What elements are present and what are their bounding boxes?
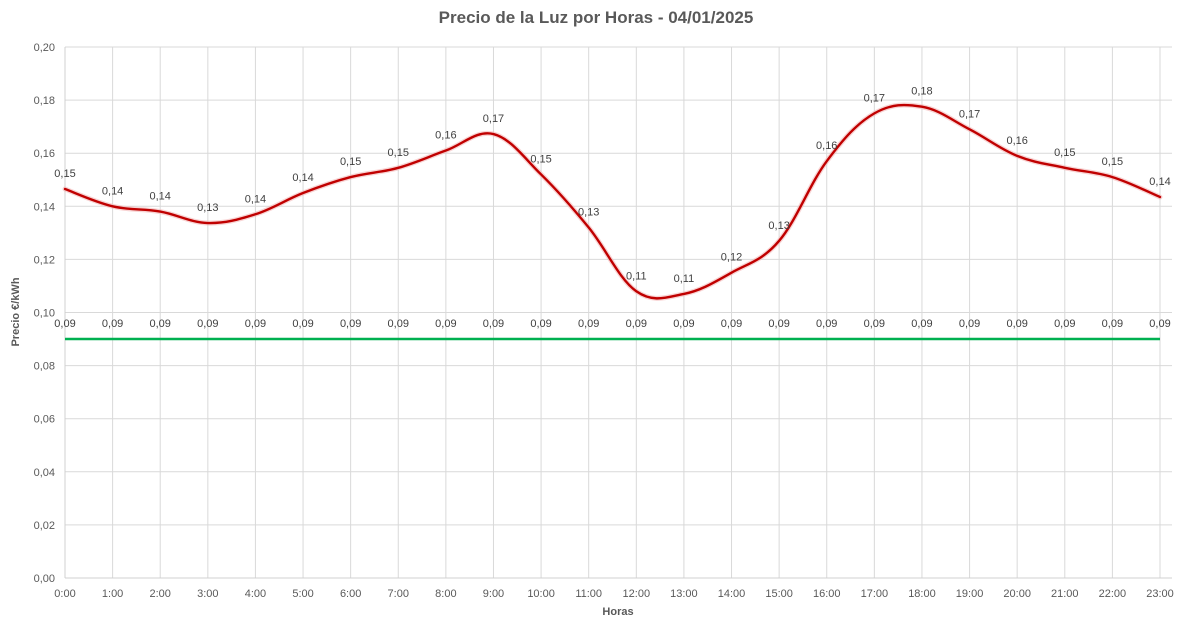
y-tick-label: 0,16 [34,148,55,160]
x-tick-label: 4:00 [245,588,266,600]
price-data-label: 0,15 [388,147,409,159]
y-tick-label: 0,06 [34,414,55,426]
price-data-label: 0,16 [816,140,837,152]
reference-data-label: 0,09 [102,318,123,330]
series-lines [62,102,1163,341]
price-data-label: 0,17 [483,113,504,125]
price-data-label: 0,14 [150,191,171,203]
reference-data-label: 0,09 [959,318,980,330]
x-tick-label: 11:00 [575,588,602,600]
y-tick-label: 0,14 [34,201,55,213]
reference-data-label: 0,09 [530,318,551,330]
x-tick-label: 18:00 [908,588,936,600]
price-data-label: 0,11 [674,273,695,285]
price-data-label: 0,12 [721,252,742,264]
reference-data-label: 0,09 [626,318,647,330]
reference-data-label: 0,09 [578,318,599,330]
x-tick-label: 7:00 [388,588,409,600]
x-axis-ticks: 0:00 1:00 2:00 3:00 4:00 5:00 6:00 7:00 8:00 9:00… [54,588,1173,600]
reference-data-label: 0,09 [150,318,171,330]
y-tick-label: 0,04 [34,467,55,479]
data-labels: 0,15 0,14 0,14 0,13 0,14 0,14 0,15 0,15 0,16 0,17… [54,86,1170,330]
x-tick-label: 14:00 [718,588,746,600]
y-tick-label: 0,08 [34,361,55,373]
price-data-label: 0,18 [911,86,932,98]
price-data-label: 0,14 [245,193,266,205]
x-tick-label: 5:00 [292,588,313,600]
price-data-label: 0,16 [1006,135,1027,147]
price-data-label: 0,14 [1149,176,1170,188]
y-tick-label: 0,00 [34,573,55,585]
price-data-label: 0,15 [1102,156,1123,168]
reference-data-label: 0,09 [245,318,266,330]
reference-data-label: 0,09 [1006,318,1027,330]
reference-data-label: 0,09 [768,318,789,330]
reference-data-label: 0,09 [911,318,932,330]
price-data-label: 0,15 [1054,147,1075,159]
price-data-label: 0,14 [292,172,313,184]
x-tick-label: 16:00 [813,588,841,600]
reference-data-label: 0,09 [292,318,313,330]
x-axis-title: Horas [602,606,634,618]
reference-data-label: 0,09 [1054,318,1075,330]
x-tick-label: 20:00 [1003,588,1031,600]
price-data-label: 0,15 [530,153,551,165]
reference-data-label: 0,09 [673,318,694,330]
reference-data-label: 0,09 [1149,318,1170,330]
reference-data-label: 0,09 [864,318,885,330]
price-data-label: 0,17 [864,92,885,104]
gridlines [64,46,1172,579]
y-tick-label: 0,10 [34,308,55,320]
reference-data-label: 0,09 [1102,318,1123,330]
price-data-label: 0,13 [578,207,599,219]
price-data-label: 0,14 [102,185,123,197]
x-tick-label: 0:00 [54,588,75,600]
x-tick-label: 21:00 [1051,588,1079,600]
reference-data-label: 0,09 [388,318,409,330]
reference-data-label: 0,09 [483,318,504,330]
reference-data-label: 0,09 [435,318,456,330]
reference-data-label: 0,09 [54,318,75,330]
price-data-label: 0,15 [54,168,75,180]
price-data-label: 0,15 [340,156,361,168]
price-data-label: 0,17 [959,108,980,120]
y-tick-label: 0,02 [34,520,55,532]
y-tick-label: 0,18 [34,95,55,107]
x-tick-label: 22:00 [1099,588,1127,600]
y-tick-label: 0,12 [34,254,55,266]
chart-title: Precio de la Luz por Horas - 04/01/2025 [438,8,754,27]
x-tick-label: 19:00 [956,588,984,600]
price-data-label: 0,13 [197,202,218,214]
x-tick-label: 9:00 [483,588,504,600]
price-line-glow [62,102,1163,301]
x-tick-label: 13:00 [670,588,698,600]
x-tick-label: 8:00 [435,588,456,600]
x-tick-label: 10:00 [527,588,555,600]
y-axis-ticks: 0,00 0,02 0,04 0,06 0,08 0,10 0,12 0,14 0,16 0,18… [34,42,55,585]
price-data-label: 0,11 [626,270,647,282]
x-tick-label: 17:00 [861,588,889,600]
x-tick-label: 3:00 [197,588,218,600]
x-tick-label: 1:00 [102,588,123,600]
x-tick-label: 15:00 [765,588,793,600]
x-tick-label: 2:00 [150,588,171,600]
price-data-label: 0,13 [768,220,789,232]
y-tick-label: 0,20 [34,42,55,54]
x-tick-label: 23:00 [1146,588,1174,600]
reference-data-label: 0,09 [816,318,837,330]
x-tick-label: 12:00 [623,588,651,600]
price-line [63,103,1162,300]
reference-data-label: 0,09 [197,318,218,330]
reference-data-label: 0,09 [340,318,361,330]
x-tick-label: 6:00 [340,588,361,600]
price-data-label: 0,16 [435,130,456,142]
reference-data-label: 0,09 [721,318,742,330]
